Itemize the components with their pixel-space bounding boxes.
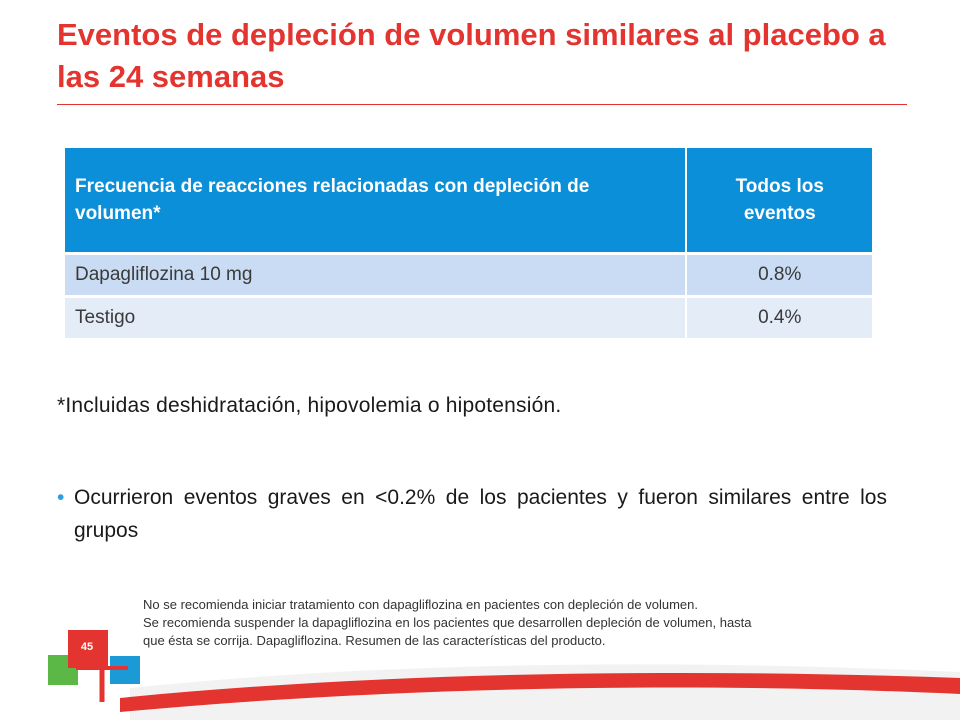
table-cell: 0.4%	[685, 298, 872, 338]
swoosh	[120, 672, 960, 712]
bullet-dot: •	[57, 486, 65, 509]
disclaimer-line: Se recomienda suspender la dapagliflozin…	[143, 615, 752, 630]
table-cell: Testigo	[65, 298, 686, 338]
bullet-item: • Ocurrieron eventos graves en <0.2% de …	[57, 481, 887, 547]
table-row: Testigo 0.4%	[65, 298, 872, 338]
footer-graphics	[48, 630, 960, 720]
logo-red	[68, 630, 108, 668]
slide-title: Eventos de depleción de volumen similare…	[57, 17, 886, 94]
disclaimer-line: No se recomienda iniciar tratamiento con…	[143, 597, 699, 612]
page-number: 45	[80, 641, 94, 653]
disclaimer-line: que ésta se corrija. Dapagliflozina. Res…	[143, 633, 606, 648]
table-row: Dapagliflozina 10 mg 0.8%	[65, 255, 872, 295]
header-cell: Todos los eventos	[685, 148, 872, 252]
bullet-text: Ocurrieron eventos graves en <0.2% de lo…	[74, 486, 887, 542]
disclaimer: No se recomienda iniciar tratamiento con…	[143, 596, 903, 650]
header-cell: Frecuencia de reacciones relacionadas co…	[65, 148, 686, 252]
table-cell: 0.8%	[685, 255, 872, 295]
header-row: Frecuencia de reacciones relacionadas co…	[65, 148, 872, 252]
footnote: *Incluidas deshidratación, hipovolemia o…	[57, 394, 562, 417]
table-cell: Dapagliflozina 10 mg	[65, 255, 686, 295]
title-rule	[57, 104, 907, 105]
data-table: Frecuencia de reacciones relacionadas co…	[65, 145, 872, 341]
